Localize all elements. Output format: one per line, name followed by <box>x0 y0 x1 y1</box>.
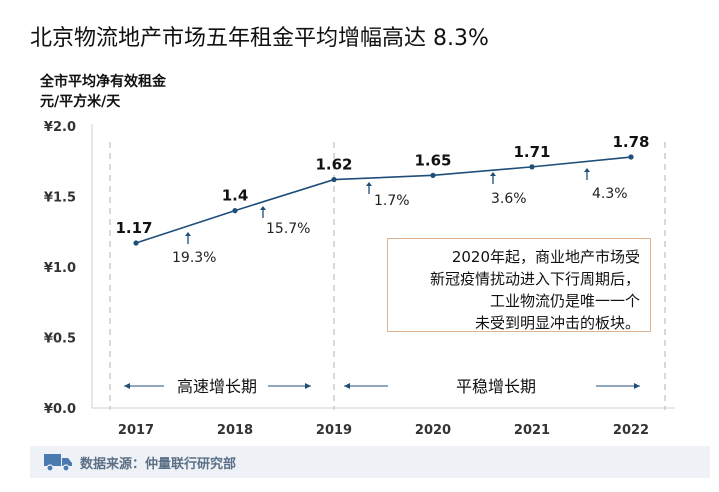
x-tick-label: 2021 <box>514 423 550 438</box>
phase-arrow-head <box>634 383 640 389</box>
annotation-box: 2020年起，商业地产市场受 新冠疫情扰动进入下行周期后， 工业物流仍是唯一一个… <box>387 238 651 332</box>
series-line <box>135 156 632 244</box>
data-label: 1.17 <box>115 219 152 237</box>
growth-arrow-head <box>185 232 191 236</box>
data-point <box>628 154 634 160</box>
growth-label: 3.6% <box>491 191 527 207</box>
growth-arrow-head <box>366 182 372 186</box>
y-axis-unit-sublabel: 元/平方米/天 <box>40 94 121 110</box>
data-label: 1.65 <box>414 151 451 169</box>
growth-arrow-head <box>584 168 590 172</box>
phase-label: 高速增长期 <box>177 377 257 396</box>
x-tick-label: 2022 <box>613 423 649 438</box>
data-point <box>529 164 535 170</box>
x-tick-label: 2018 <box>217 423 253 438</box>
source-footer: 数据来源：仲量联行研究部 <box>30 446 710 478</box>
annotation-line: 工业物流仍是唯一一个 <box>489 292 640 310</box>
phase-arrow-head <box>124 383 130 389</box>
data-point <box>430 172 436 178</box>
y-tick-label: ¥0.5 <box>44 332 76 347</box>
x-tick-label: 2019 <box>316 423 352 438</box>
data-label: 1.78 <box>612 133 649 151</box>
growth-label: 15.7% <box>266 221 310 237</box>
chart-title: 北京物流地产市场五年租金平均增幅高达 8.3% <box>30 26 489 51</box>
truck-icon <box>44 454 72 472</box>
growth-label: 4.3% <box>592 186 628 202</box>
growth-arrow-head <box>490 172 496 176</box>
y-tick-label: ¥1.0 <box>44 261 76 276</box>
data-label: 1.71 <box>513 143 550 161</box>
data-point <box>232 208 238 214</box>
data-label: 1.4 <box>222 187 249 205</box>
y-tick-label: ¥2.0 <box>44 120 76 135</box>
annotation-line: 2020年起，商业地产市场受 <box>451 248 640 266</box>
source-text: 数据来源：仲量联行研究部 <box>80 457 237 472</box>
y-tick-label: ¥1.5 <box>44 191 76 206</box>
annotation-line: 未受到明显冲击的板块。 <box>474 314 640 332</box>
phase-arrow-head <box>344 383 350 389</box>
data-label: 1.62 <box>315 156 352 174</box>
y-axis-unit-label: 全市平均净有效租金 <box>40 74 166 90</box>
growth-arrow-head <box>260 206 266 210</box>
x-tick-label: 2017 <box>118 423 154 438</box>
x-tick-label: 2020 <box>415 423 451 438</box>
growth-label: 1.7% <box>374 193 410 209</box>
phase-label: 平稳增长期 <box>456 377 536 396</box>
data-point <box>133 240 139 246</box>
annotation-line: 新冠疫情扰动进入下行周期后， <box>429 270 640 288</box>
growth-label: 19.3% <box>172 250 216 266</box>
data-point <box>331 176 337 183</box>
phase-arrow-head <box>305 383 311 389</box>
y-tick-label: ¥0.0 <box>44 402 76 417</box>
